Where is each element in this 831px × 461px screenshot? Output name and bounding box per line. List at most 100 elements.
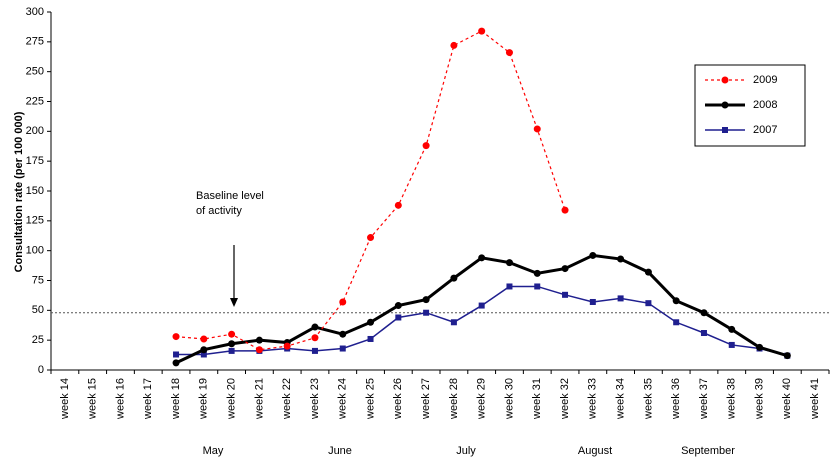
- x-tick-label: week 20: [226, 378, 238, 420]
- marker: [700, 309, 708, 317]
- x-tick-label: week 33: [587, 378, 599, 420]
- marker: [283, 342, 291, 350]
- marker: [505, 259, 513, 267]
- marker: [645, 300, 652, 307]
- marker: [561, 206, 569, 214]
- marker: [728, 325, 736, 333]
- marker: [367, 318, 375, 326]
- x-tick-label: week 22: [281, 378, 293, 420]
- legend-marker: [721, 101, 729, 109]
- marker: [311, 334, 319, 342]
- y-axis-label: Consultation rate (per 100 000): [13, 111, 25, 272]
- marker: [200, 335, 208, 343]
- marker: [617, 295, 624, 302]
- y-tick-label: 250: [26, 66, 44, 78]
- x-tick-label: week 30: [503, 378, 515, 420]
- marker: [478, 302, 485, 309]
- x-tick-label: week 37: [698, 378, 710, 420]
- marker: [450, 41, 458, 49]
- marker: [311, 323, 319, 331]
- legend-label: 2009: [753, 74, 777, 86]
- y-tick-label: 75: [32, 274, 44, 286]
- marker: [255, 336, 263, 344]
- x-tick-label: week 27: [420, 378, 432, 420]
- x-tick-label: week 15: [87, 378, 99, 420]
- marker: [395, 314, 402, 321]
- series-line: [175, 253, 788, 365]
- marker: [367, 335, 374, 342]
- marker: [394, 302, 402, 310]
- month-label: May: [203, 445, 224, 457]
- legend-marker: [722, 127, 728, 133]
- month-label: August: [578, 445, 612, 457]
- x-tick-label: week 34: [615, 378, 627, 420]
- y-tick-label: 150: [26, 185, 44, 197]
- y-tick-label: 125: [26, 215, 44, 227]
- x-tick-label: week 24: [337, 378, 349, 420]
- marker: [478, 27, 486, 35]
- marker: [478, 254, 486, 262]
- annotation: of activity: [196, 205, 242, 217]
- legend-label: 2007: [753, 124, 777, 136]
- x-tick-label: week 40: [781, 378, 793, 420]
- marker: [311, 347, 318, 354]
- month-label: June: [328, 445, 352, 457]
- marker: [506, 283, 513, 290]
- marker: [423, 309, 430, 316]
- y-tick-label: 175: [26, 155, 44, 167]
- marker: [673, 319, 680, 326]
- y-tick-label: 25: [32, 334, 44, 346]
- y-tick-label: 200: [26, 125, 44, 137]
- marker: [589, 251, 597, 259]
- marker: [562, 291, 569, 298]
- x-tick-label: week 38: [726, 378, 738, 420]
- marker: [672, 297, 680, 305]
- marker: [394, 201, 402, 209]
- y-tick-label: 0: [38, 364, 44, 376]
- marker: [756, 343, 764, 351]
- series-line: [176, 285, 788, 357]
- marker: [339, 330, 347, 338]
- x-tick-label: week 26: [392, 378, 404, 420]
- marker: [450, 274, 458, 282]
- marker: [228, 340, 236, 348]
- x-tick-label: week 35: [642, 378, 654, 420]
- marker: [422, 142, 430, 150]
- marker: [728, 341, 735, 348]
- marker: [172, 359, 180, 367]
- marker: [534, 283, 541, 290]
- x-tick-label: week 25: [364, 378, 376, 420]
- x-tick-label: week 18: [170, 378, 182, 420]
- x-tick-label: week 28: [448, 378, 460, 420]
- annotation: Baseline level: [196, 190, 264, 202]
- marker: [173, 351, 180, 358]
- y-tick-label: 100: [26, 245, 44, 257]
- y-tick-label: 275: [26, 36, 44, 48]
- marker: [172, 333, 180, 341]
- marker: [561, 265, 569, 273]
- x-tick-label: week 36: [670, 378, 682, 420]
- x-tick-label: week 41: [809, 378, 821, 420]
- legend: 2009 2008 2007: [694, 64, 806, 147]
- marker: [589, 298, 596, 305]
- marker: [700, 330, 707, 337]
- x-tick-label: week 31: [531, 378, 543, 420]
- marker: [228, 330, 236, 338]
- marker: [255, 346, 263, 354]
- y-tick-label: 300: [26, 6, 44, 18]
- month-label: September: [681, 445, 735, 457]
- legend-label: 2008: [753, 99, 777, 111]
- marker: [367, 234, 375, 242]
- marker: [533, 125, 541, 133]
- marker: [200, 346, 208, 354]
- x-tick-label: week 19: [198, 378, 210, 420]
- x-tick-label: week 17: [142, 378, 154, 420]
- marker: [644, 268, 652, 276]
- x-tick-label: week 16: [114, 378, 126, 420]
- marker: [200, 351, 207, 358]
- x-tick-label: week 39: [753, 378, 765, 420]
- annotation-arrowhead: [230, 298, 238, 307]
- marker: [339, 298, 347, 306]
- x-tick-label: week 21: [253, 378, 265, 420]
